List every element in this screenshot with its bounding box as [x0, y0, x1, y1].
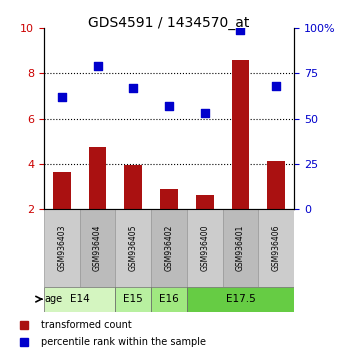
Text: E14: E14 — [70, 294, 90, 304]
Text: GSM936406: GSM936406 — [272, 224, 281, 271]
Bar — [232, 60, 249, 209]
FancyBboxPatch shape — [187, 287, 294, 312]
Text: GSM936401: GSM936401 — [236, 224, 245, 271]
Text: GSM936405: GSM936405 — [129, 224, 138, 271]
Point — [59, 94, 65, 100]
Bar — [160, 189, 178, 209]
Text: percentile rank within the sample: percentile rank within the sample — [41, 337, 206, 347]
Text: E17.5: E17.5 — [225, 294, 255, 304]
Text: GSM936403: GSM936403 — [57, 224, 66, 271]
FancyBboxPatch shape — [223, 209, 258, 287]
Point — [166, 103, 172, 109]
Bar — [124, 165, 142, 209]
FancyBboxPatch shape — [151, 209, 187, 287]
Point — [130, 85, 136, 91]
Text: GDS4591 / 1434570_at: GDS4591 / 1434570_at — [88, 16, 250, 30]
Bar — [196, 195, 214, 209]
FancyBboxPatch shape — [151, 287, 187, 312]
Bar — [89, 147, 106, 209]
Point — [273, 83, 279, 89]
Bar — [53, 172, 71, 209]
FancyBboxPatch shape — [44, 209, 80, 287]
Point — [238, 27, 243, 33]
Text: GSM936400: GSM936400 — [200, 224, 209, 271]
Text: transformed count: transformed count — [41, 320, 131, 330]
Text: age: age — [45, 294, 63, 304]
Point — [202, 110, 208, 116]
Text: E16: E16 — [159, 294, 179, 304]
FancyBboxPatch shape — [80, 209, 115, 287]
Text: GSM936404: GSM936404 — [93, 224, 102, 271]
FancyBboxPatch shape — [187, 209, 223, 287]
Text: GSM936402: GSM936402 — [165, 224, 173, 271]
Text: E15: E15 — [123, 294, 143, 304]
FancyBboxPatch shape — [115, 209, 151, 287]
FancyBboxPatch shape — [258, 209, 294, 287]
Point — [95, 63, 100, 69]
FancyBboxPatch shape — [44, 287, 115, 312]
Bar — [267, 161, 285, 209]
FancyBboxPatch shape — [115, 287, 151, 312]
